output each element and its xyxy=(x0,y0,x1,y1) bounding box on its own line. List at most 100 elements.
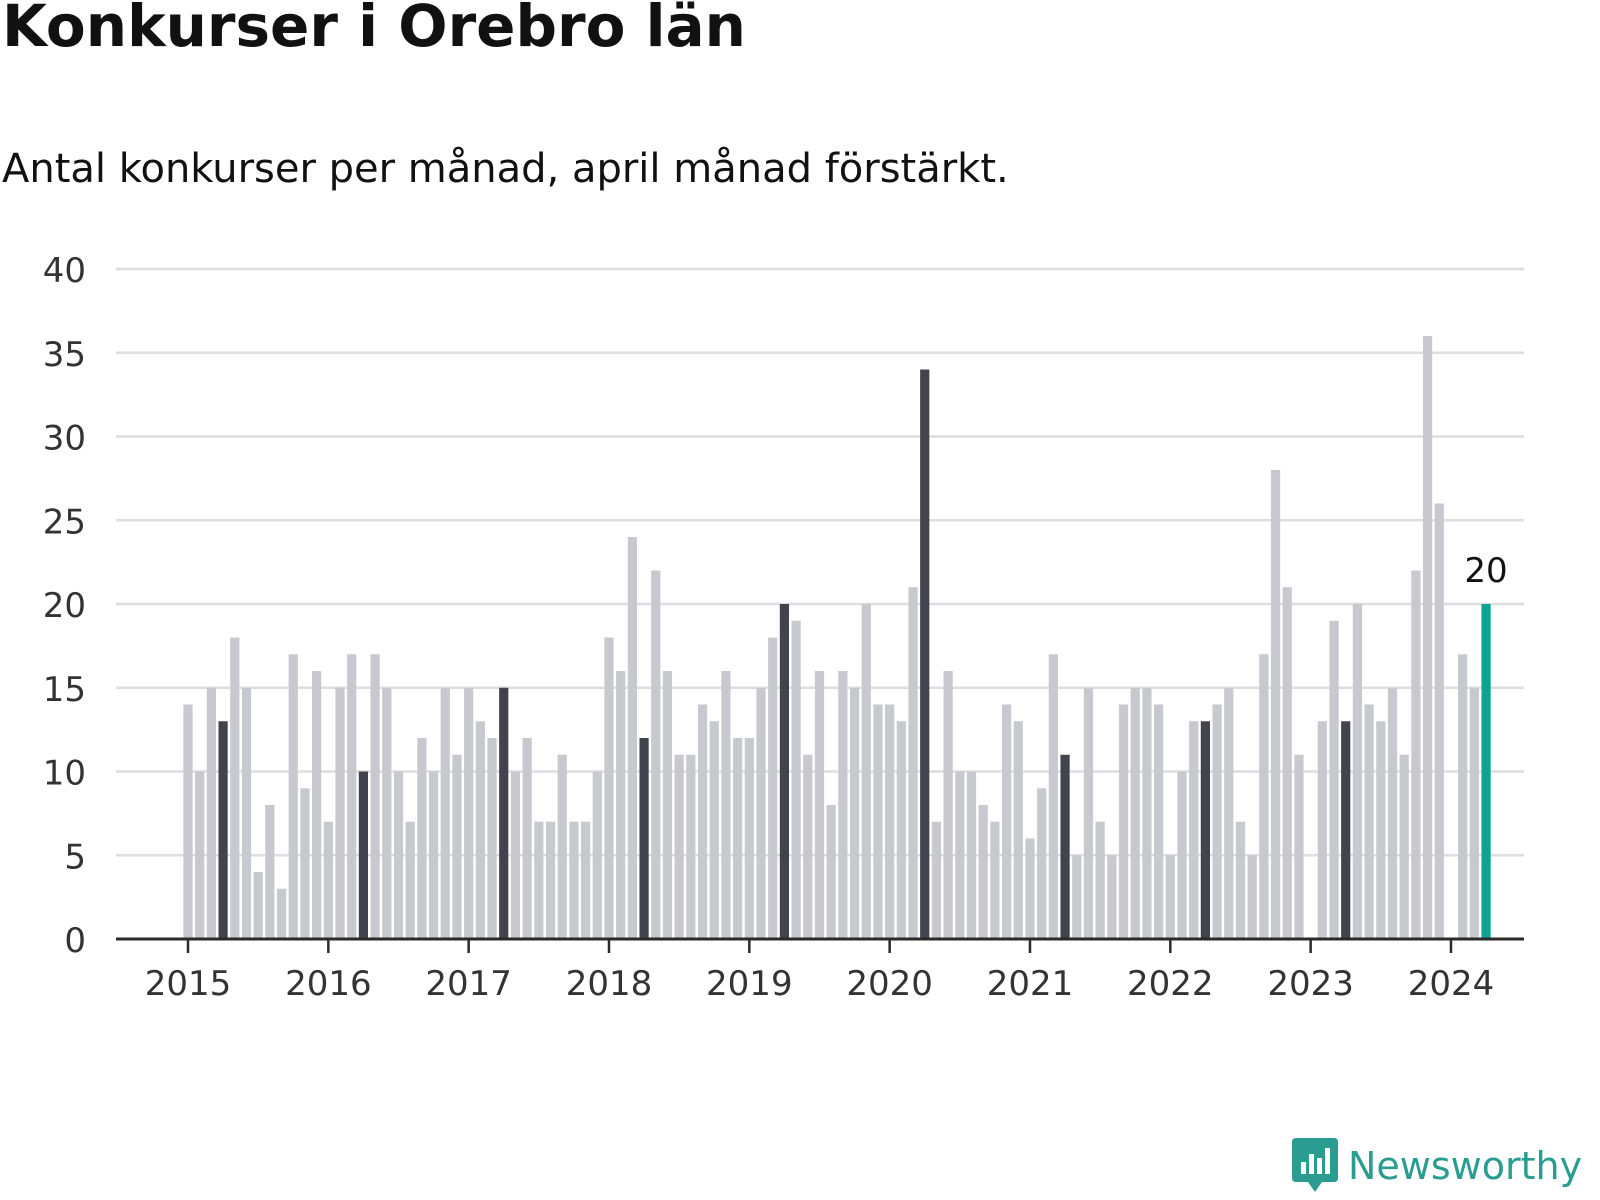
bar-2020-08 xyxy=(966,771,977,939)
bar-2016-08 xyxy=(405,821,415,939)
x-tick-label: 2024 xyxy=(1408,964,1495,1004)
x-axis: 2015 2016 2017 2018 2019 2020 2021 2022 2023 2024 xyxy=(116,937,1524,1004)
bar-2018-03 xyxy=(627,537,637,939)
bar-2019-09 xyxy=(838,671,848,939)
bar-2024-04 xyxy=(1481,604,1491,939)
bar-2015-04 xyxy=(218,721,228,939)
bar-2021-02 xyxy=(1037,788,1047,939)
bar-2023-12 xyxy=(1434,503,1444,939)
bar-2018-10 xyxy=(709,721,719,939)
y-tick-label: 20 xyxy=(43,586,86,626)
bar-2017-04 xyxy=(499,687,509,939)
bar-2015-01 xyxy=(183,704,193,939)
bar-2018-02 xyxy=(616,671,626,939)
bar-2016-03 xyxy=(347,654,357,939)
bar-2020-03 xyxy=(908,587,918,939)
bar-2021-07 xyxy=(1095,821,1105,939)
x-tick-label: 2022 xyxy=(1127,964,1214,1004)
bar-2016-11 xyxy=(440,687,450,939)
bar-2023-02 xyxy=(1317,721,1327,939)
y-tick-label: 30 xyxy=(43,419,86,459)
bar-2021-08 xyxy=(1107,855,1117,939)
bar-2024-03 xyxy=(1469,687,1479,939)
bars xyxy=(183,336,1491,939)
bar-2022-08 xyxy=(1247,855,1257,939)
bar-2019-01 xyxy=(744,738,754,939)
bar-2023-09 xyxy=(1399,754,1409,939)
bar-2021-06 xyxy=(1083,687,1094,939)
bar-2020-12 xyxy=(1013,721,1023,939)
x-tick-label: 2023 xyxy=(1267,964,1354,1004)
chart-title: Konkurser i Orebro län xyxy=(2,0,746,60)
bar-2017-08 xyxy=(545,821,556,939)
bar-2023-05 xyxy=(1352,604,1363,939)
bar-2020-11 xyxy=(1001,704,1012,939)
bar-2015-03 xyxy=(206,687,216,939)
bar-2016-10 xyxy=(428,771,439,939)
bar-2023-04 xyxy=(1341,721,1351,939)
logo-icon xyxy=(1292,1138,1338,1192)
bar-2024-02 xyxy=(1458,654,1468,939)
bar-2023-07 xyxy=(1376,721,1386,939)
bar-2020-10 xyxy=(990,821,1000,939)
y-tick-label: 5 xyxy=(64,837,86,877)
x-tick-label: 2017 xyxy=(425,964,512,1004)
bar-2015-10 xyxy=(288,654,298,939)
bar-2017-12 xyxy=(592,771,602,939)
bar-2015-07 xyxy=(253,872,263,939)
x-tick-label: 2019 xyxy=(706,964,793,1004)
bar-2018-06 xyxy=(662,671,673,939)
bar-2018-11 xyxy=(721,671,731,939)
bar-2015-05 xyxy=(230,637,240,939)
bar-2018-01 xyxy=(604,637,614,939)
x-tick-label: 2015 xyxy=(145,964,232,1004)
bar-2016-07 xyxy=(393,771,404,939)
bar-2017-11 xyxy=(581,821,591,939)
y-axis-ticks: 0 5 10 15 20 25 30 35 40 xyxy=(43,251,86,961)
bar-2015-09 xyxy=(276,888,287,939)
data-label-latest: 20 xyxy=(1464,551,1507,591)
bar-2022-11 xyxy=(1282,587,1292,939)
y-tick-label: 25 xyxy=(43,502,86,542)
bar-2016-05 xyxy=(370,654,380,939)
bar-2022-06 xyxy=(1224,687,1234,939)
bar-2018-09 xyxy=(697,704,708,939)
x-tick-label: 2016 xyxy=(285,964,372,1004)
bar-2021-12 xyxy=(1154,704,1164,939)
logo-text: Newsworthy xyxy=(1348,1144,1583,1188)
bar-2021-03 xyxy=(1048,654,1058,939)
bar-2022-02 xyxy=(1177,771,1187,939)
bar-2018-08 xyxy=(686,754,696,939)
bar-2019-07 xyxy=(814,671,825,939)
y-tick-label: 10 xyxy=(43,754,86,794)
bar-2015-06 xyxy=(241,687,252,939)
bar-2023-08 xyxy=(1387,687,1398,939)
bar-2017-02 xyxy=(475,721,485,939)
bar-2016-02 xyxy=(335,687,345,939)
bar-2017-09 xyxy=(557,754,567,939)
y-tick-label: 0 xyxy=(64,921,86,961)
bar-2016-12 xyxy=(452,754,462,939)
bar-2021-09 xyxy=(1118,704,1129,939)
bar-2020-09 xyxy=(978,805,988,939)
bar-2019-10 xyxy=(849,687,860,939)
bar-2017-03 xyxy=(487,738,497,939)
bar-2021-04 xyxy=(1060,754,1070,939)
bar-2022-05 xyxy=(1212,704,1222,939)
bar-2022-07 xyxy=(1235,821,1246,939)
bar-2015-08 xyxy=(265,805,275,939)
bar-2019-02 xyxy=(756,687,766,939)
bar-2018-07 xyxy=(674,754,684,939)
bar-2022-10 xyxy=(1270,470,1281,939)
bar-2016-04 xyxy=(358,771,369,939)
bar-2022-12 xyxy=(1294,754,1304,939)
bar-2015-02 xyxy=(195,771,205,939)
bar-2023-10 xyxy=(1411,570,1421,939)
bar-2020-06 xyxy=(943,671,953,939)
x-tick-label: 2020 xyxy=(846,964,933,1004)
bar-2017-07 xyxy=(534,821,544,939)
x-tick-label: 2021 xyxy=(987,964,1074,1004)
bar-2017-10 xyxy=(569,821,579,939)
chart-subtitle: Antal konkurser per månad, april månad f… xyxy=(2,146,1009,192)
